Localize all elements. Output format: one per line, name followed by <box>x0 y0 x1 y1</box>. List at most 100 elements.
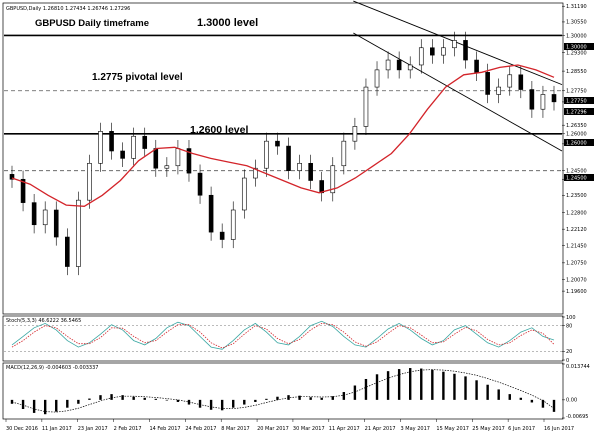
candle-32 <box>363 78 369 136</box>
candle-28 <box>319 171 325 202</box>
candle-17 <box>197 164 203 204</box>
svg-text:-0.00695: -0.00695 <box>566 414 588 420</box>
macd-bar-8 <box>99 395 102 400</box>
candle-4 <box>53 201 59 246</box>
candle-20 <box>230 201 236 249</box>
candle-23 <box>264 132 269 177</box>
candle-35 <box>396 51 402 79</box>
svg-text:3 May 2017: 3 May 2017 <box>401 426 430 432</box>
candle-3 <box>42 201 48 234</box>
candle-5 <box>65 228 70 276</box>
candle-10 <box>120 142 125 167</box>
candle-33 <box>374 61 380 96</box>
x-tick-00: 30 Dec 2016 <box>5 419 38 432</box>
price-tag-1-27296-label: 1.27296 <box>566 110 587 116</box>
macd-bar-35 <box>397 369 401 400</box>
price-tag-1-30000-label: 1.30000 <box>566 45 587 51</box>
svg-text:24 Feb 2017: 24 Feb 2017 <box>185 426 216 432</box>
macd-bar-27 <box>309 397 312 400</box>
candle-25 <box>286 137 291 180</box>
y-tick-stoch-1: 80 <box>562 323 572 329</box>
macd-bar-9 <box>110 394 113 400</box>
x-tick-10: 21 Apr 2017 <box>364 419 396 432</box>
candle-18 <box>208 186 214 241</box>
moving-average-line <box>11 64 555 207</box>
svg-text:100: 100 <box>566 315 576 321</box>
candle-34 <box>385 51 391 79</box>
macd-bar-46 <box>519 397 523 400</box>
macd-bar-40 <box>453 373 456 400</box>
y-tick-main-17: 1.20070 <box>562 277 587 283</box>
x-tick-14: 6 Jun 2017 <box>507 419 535 432</box>
y-tick-main-2: 1.30000 <box>562 33 587 39</box>
svg-text:1.30550: 1.30550 <box>566 20 587 26</box>
svg-text:6 Jun 2017: 6 Jun 2017 <box>508 426 535 432</box>
macd-bar-24 <box>276 396 279 400</box>
x-tick-09: 11 Apr 2017 <box>328 419 360 432</box>
price-tag-1-27750: 1.27750 <box>564 97 594 105</box>
price-tag-1-26000: 1.26000 <box>564 139 594 147</box>
candle-2 <box>31 194 37 234</box>
svg-text:0.00: 0.00 <box>566 398 577 404</box>
macd-bar-0 <box>10 399 14 404</box>
y-tick-stoch-2: 20 <box>562 349 572 355</box>
y-tick-stoch-0: 100 <box>562 315 576 321</box>
macd-bar-7 <box>88 398 91 400</box>
candle-6 <box>76 191 81 276</box>
candle-39 <box>441 39 446 64</box>
x-tick-02: 23 Jan 2017 <box>77 419 108 432</box>
macd-bar-20 <box>232 399 235 408</box>
main-panel-frame <box>2 2 564 315</box>
x-tick-03: 2 Feb 2017 <box>113 419 142 432</box>
y-tick-main-5: 1.27750 <box>562 89 587 95</box>
macd-bar-22 <box>254 399 257 402</box>
macd-bar-30 <box>342 392 346 400</box>
candle-12 <box>142 127 148 158</box>
x-tick-07: 20 Mar 2017 <box>256 419 289 432</box>
macd-bar-17 <box>198 399 202 408</box>
svg-text:1.22120: 1.22120 <box>566 227 587 233</box>
svg-text:0: 0 <box>566 358 569 364</box>
macd-bar-45 <box>508 394 511 400</box>
y-tick-main-15: 1.21450 <box>562 243 587 249</box>
y-tick-main-7: 1.26350 <box>562 123 587 129</box>
svg-text:11 Jan 2017: 11 Jan 2017 <box>42 426 72 432</box>
svg-text:1.21450: 1.21450 <box>566 243 587 249</box>
candle-22 <box>253 159 258 187</box>
macd-bar-19 <box>220 399 224 411</box>
candle-42 <box>474 51 479 81</box>
svg-text:1.22800: 1.22800 <box>566 210 587 216</box>
svg-text:1.19600: 1.19600 <box>566 289 587 295</box>
macd-bar-23 <box>265 398 268 400</box>
svg-text:1.29300: 1.29300 <box>566 50 587 56</box>
candle-7 <box>87 154 92 209</box>
candle-9 <box>109 122 114 160</box>
chart-title: GBPUSD Daily timeframe <box>35 18 149 29</box>
candle-44 <box>496 78 501 104</box>
annotation-1-2775-pivotal-level: 1.2775 pivotal level <box>92 72 183 83</box>
x-tick-05: 24 Feb 2017 <box>185 419 216 432</box>
macd-bar-41 <box>464 376 467 400</box>
macd-bar-28 <box>320 397 323 400</box>
svg-text:15 May 2017: 15 May 2017 <box>436 426 469 432</box>
svg-text:20 Mar 2017: 20 Mar 2017 <box>257 426 289 432</box>
svg-text:0.013744: 0.013744 <box>566 364 590 370</box>
svg-text:23 Jan 2017: 23 Jan 2017 <box>78 426 108 432</box>
candle-21 <box>241 169 247 219</box>
svg-text:25 May 2017: 25 May 2017 <box>472 426 505 432</box>
candle-31 <box>352 117 358 150</box>
svg-text:30 Mar 2017: 30 Mar 2017 <box>293 426 325 432</box>
svg-text:1.26000: 1.26000 <box>566 132 587 138</box>
candle-36 <box>407 56 413 79</box>
price-tag-1-26000-label: 1.26000 <box>566 141 587 147</box>
x-tick-01: 11 Jan 2017 <box>41 419 72 432</box>
candle-19 <box>219 223 225 249</box>
candle-30 <box>341 132 347 175</box>
price-tag-1-24500: 1.24500 <box>564 174 594 182</box>
macd-bar-11 <box>132 396 135 400</box>
y-tick-main-10: 1.24500 <box>562 168 587 174</box>
svg-text:1.30000: 1.30000 <box>566 33 587 39</box>
macd-bar-12 <box>143 397 146 400</box>
